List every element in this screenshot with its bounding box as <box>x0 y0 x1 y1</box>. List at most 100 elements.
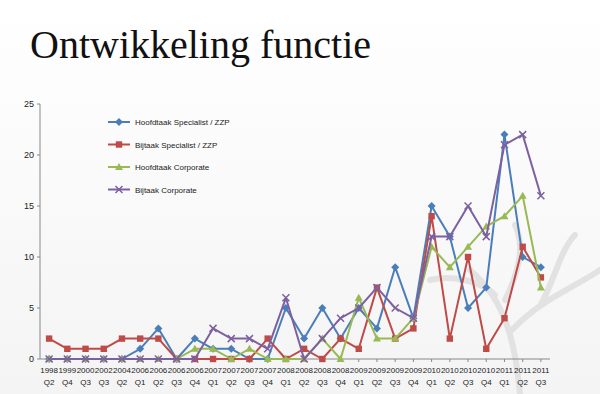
marker <box>282 294 289 301</box>
marker <box>483 346 489 352</box>
marker <box>210 325 217 332</box>
y-axis <box>40 104 41 359</box>
marker <box>319 335 326 342</box>
legend: Hoofdtaak Specialist / ZZP Bijtaak Specia… <box>108 118 230 195</box>
y-tick <box>37 155 40 156</box>
marker <box>446 263 454 270</box>
marker <box>391 335 399 342</box>
marker <box>465 254 471 260</box>
x-tick-label: 2009Q3 <box>386 366 404 387</box>
marker <box>392 305 399 312</box>
x-tick-label: 2007Q3 <box>241 366 259 387</box>
x-tick <box>358 359 359 362</box>
marker <box>519 131 526 138</box>
x-tick-label: 2010Q3 <box>459 366 477 387</box>
y-tick <box>37 104 40 105</box>
x-tick-label: 2006Q4 <box>186 366 204 387</box>
marker <box>355 294 363 301</box>
legend-marker <box>115 163 123 170</box>
y-tick <box>37 308 40 309</box>
legend-label: Bijtaak Specialist / ZZP <box>135 141 217 150</box>
marker <box>155 335 161 341</box>
x-tick-label: 2007Q4 <box>259 366 277 387</box>
marker <box>300 335 308 343</box>
marker <box>191 345 199 352</box>
marker <box>373 335 381 342</box>
marker <box>501 315 507 321</box>
y-tick <box>37 359 40 360</box>
series <box>46 131 545 362</box>
marker <box>118 356 125 363</box>
x-tick-label: 2009Q4 <box>404 366 422 387</box>
x-tick-label: 2007Q2 <box>222 366 240 387</box>
x-tick <box>486 359 487 362</box>
marker <box>464 304 472 312</box>
marker <box>446 233 453 240</box>
x-tick-label: 2010Q4 <box>477 366 495 387</box>
marker <box>501 141 508 148</box>
x-tick-label: 1999Q4 <box>58 366 76 387</box>
marker <box>410 315 417 322</box>
legend-marker <box>116 141 122 147</box>
x-tick-label: 2008Q4 <box>332 366 350 387</box>
x-tick-label: 2011Q1 <box>496 366 514 387</box>
x-tick-label: 2006Q1 <box>131 366 149 387</box>
x-tick <box>413 359 414 362</box>
marker <box>464 243 472 250</box>
page: {"chart_data": {"type": "line", "title":… <box>0 0 600 394</box>
marker <box>319 356 325 362</box>
marker <box>500 131 508 139</box>
marker <box>374 284 380 290</box>
marker <box>337 355 345 362</box>
x-tick <box>504 359 505 362</box>
marker <box>318 304 326 312</box>
marker <box>82 346 88 352</box>
plot-area <box>45 131 545 363</box>
marker <box>483 233 490 240</box>
y-tick <box>37 206 40 207</box>
y-tick-label: 5 <box>29 303 34 313</box>
x-tick <box>449 359 450 362</box>
x-tick-label: 2007Q1 <box>204 366 222 387</box>
line <box>49 196 541 359</box>
marker <box>337 315 344 322</box>
series <box>45 131 545 363</box>
legend-label: Hoofdtaak Specialist / ZZP <box>135 118 230 127</box>
marker <box>318 335 326 342</box>
legend-marker <box>115 118 123 126</box>
marker <box>355 305 362 312</box>
marker <box>191 335 199 343</box>
marker <box>137 356 144 363</box>
marker <box>154 324 162 332</box>
series <box>45 192 545 362</box>
marker <box>227 355 235 362</box>
marker <box>209 345 217 352</box>
marker <box>46 335 52 341</box>
legend-label: Bijtaak Corporate <box>135 186 197 195</box>
y-tick-label: 0 <box>29 354 34 364</box>
marker <box>410 325 416 331</box>
x-tick-label: 2011Q3 <box>532 366 550 387</box>
marker <box>64 356 71 363</box>
marker <box>264 345 271 352</box>
marker <box>246 356 252 362</box>
marker <box>264 355 272 362</box>
x-tick-label: 2002Q3 <box>95 366 113 387</box>
marker <box>500 212 508 219</box>
marker <box>428 202 436 210</box>
marker <box>245 355 253 363</box>
marker <box>245 345 253 352</box>
x-tick-label: 2008Q3 <box>313 366 331 387</box>
x-tick <box>376 359 377 362</box>
marker <box>227 345 235 353</box>
marker <box>228 335 235 342</box>
marker <box>283 356 289 362</box>
marker <box>519 192 527 199</box>
marker <box>519 244 525 250</box>
marker <box>137 335 143 341</box>
marker <box>447 335 453 341</box>
x-tick <box>522 359 523 362</box>
marker <box>119 335 125 341</box>
line <box>49 135 541 359</box>
x-tick <box>395 359 396 362</box>
